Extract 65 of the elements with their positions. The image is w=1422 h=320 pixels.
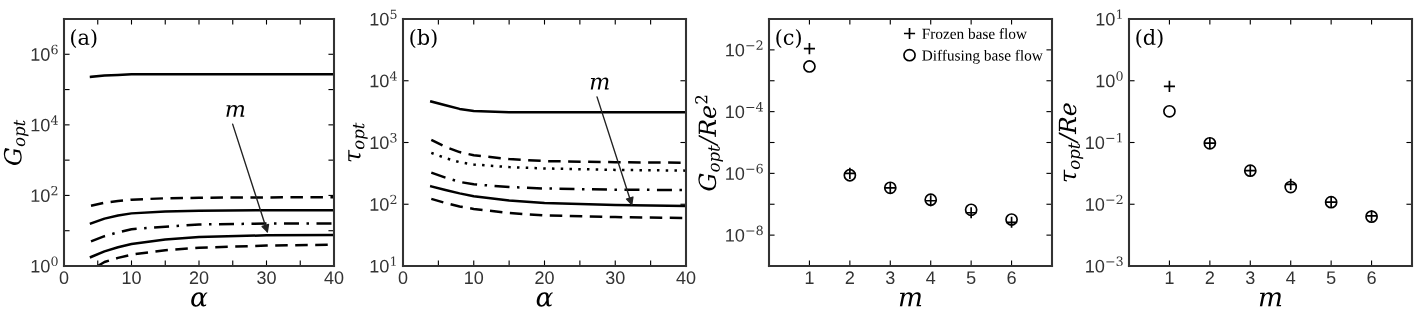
point [803, 42, 816, 55]
x-tick-label: 10 [465, 271, 484, 285]
y-tick-label: 10$^{−2}$ [1086, 194, 1123, 211]
y-axis-title: τ$_{opt}$/Re [1058, 103, 1084, 182]
x-tick-label: 4 [926, 271, 936, 284]
x-tick-label: 3 [1245, 271, 1255, 285]
x-tick-label: 2 [1205, 271, 1214, 284]
y-tick-label: 10$^{2}$ [31, 185, 58, 203]
y-tick-label: 10$^{0}$ [31, 256, 58, 273]
x-axis-title: m [1259, 292, 1282, 307]
point [1163, 80, 1176, 93]
x-tick-label: 3 [885, 271, 895, 285]
x-tick-label: 40 [324, 271, 344, 285]
y-axis-title: G$_{opt}$ [3, 119, 29, 165]
annotation: m [226, 104, 245, 117]
line-series [430, 100, 686, 114]
y-tick-label: 10$^{−8}$ [726, 225, 763, 242]
y-tick-label: 10$^{1}$ [1096, 9, 1122, 26]
x-tick-label: 20 [189, 271, 209, 285]
x-tick-label: 30 [605, 271, 625, 285]
legend-label: Diffusing base flow [922, 49, 1043, 64]
x-tick-label: 4 [1286, 271, 1296, 284]
y-axis-title: τ$_{opt}$ [348, 122, 368, 162]
y-tick-label: 10$^{4}$ [370, 71, 397, 88]
x-tick-label: 1 [805, 271, 814, 284]
y-tick-label: 10$^{−6}$ [726, 163, 763, 180]
legend-label: Frozen base flow [922, 28, 1027, 40]
x-tick-label: 0 [59, 271, 69, 285]
y-tick-label: 10$^{−2}$ [726, 40, 763, 57]
point [1163, 104, 1176, 118]
x-tick-label: 1 [1165, 271, 1174, 284]
annotation: (b) [410, 28, 437, 48]
y-tick-label: 10$^{−4}$ [726, 102, 764, 119]
x-axis-title: m [899, 292, 922, 307]
x-axis-title: α [191, 292, 208, 307]
line-series [89, 233, 334, 259]
annotation: (c) [776, 28, 801, 48]
y-tick-label: 10$^{4}$ [31, 115, 58, 132]
y-tick-label: 10$^{6}$ [31, 44, 58, 61]
x-tick-label: 0 [398, 271, 408, 285]
line-series [89, 209, 334, 225]
x-tick-label: 10 [122, 271, 141, 285]
y-axis-title: G$_{opt}$/Re$^{2}$ [695, 95, 724, 191]
y-tick-label: 10$^{−3}$ [1086, 256, 1123, 273]
x-axis-title: α [536, 292, 553, 307]
x-tick-label: 5 [966, 271, 976, 285]
y-tick-label: 10$^{0}$ [1096, 71, 1123, 88]
x-tick-label: 5 [1326, 271, 1336, 285]
x-tick-label: 40 [676, 271, 696, 285]
x-tick-label: 2 [845, 271, 854, 284]
x-tick-label: 6 [1007, 271, 1016, 285]
annotation: (a) [71, 28, 97, 48]
x-tick-label: 20 [535, 271, 554, 285]
x-tick-label: 30 [257, 271, 276, 285]
y-tick-label: 10$^{5}$ [370, 9, 397, 26]
y-tick-label: 10$^{1}$ [370, 256, 396, 273]
annotation: (d) [1136, 28, 1163, 48]
y-tick-label: 10$^{2}$ [370, 194, 397, 211]
y-tick-label: 10$^{3}$ [370, 132, 397, 150]
x-tick-label: 6 [1367, 271, 1376, 285]
point [803, 60, 816, 73]
y-tick-label: 10$^{−1}$ [1086, 132, 1122, 150]
line-series [430, 151, 686, 172]
line-series [89, 222, 334, 243]
annotation: m [590, 77, 609, 90]
